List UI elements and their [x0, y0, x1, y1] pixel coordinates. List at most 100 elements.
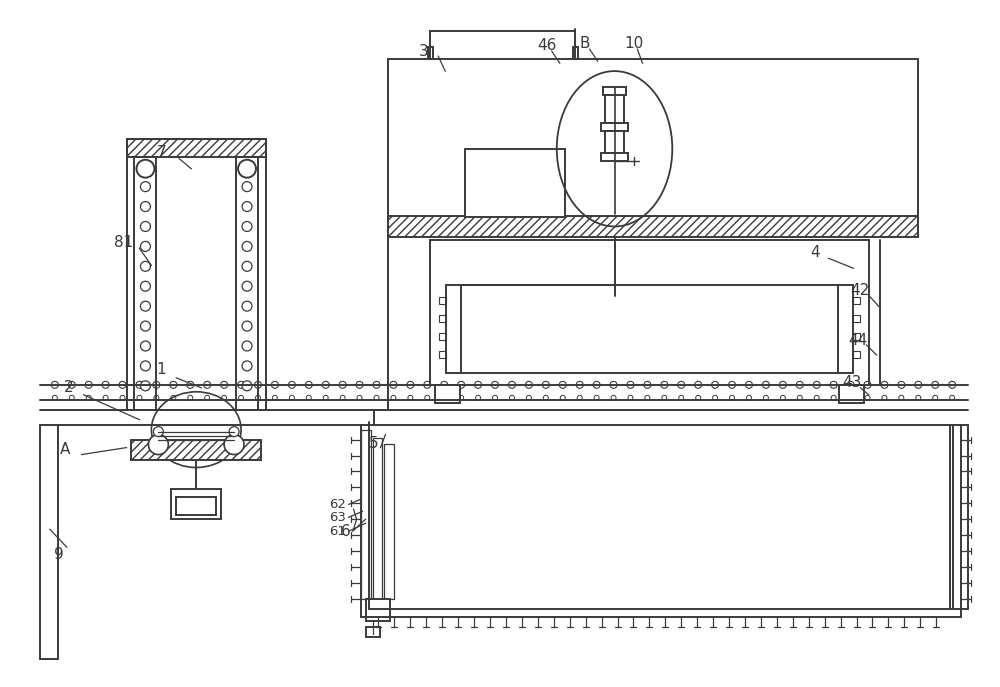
Circle shape — [796, 381, 803, 388]
Circle shape — [224, 435, 244, 455]
Circle shape — [289, 395, 294, 401]
Circle shape — [492, 381, 499, 388]
Circle shape — [69, 395, 74, 401]
Circle shape — [560, 395, 565, 401]
Circle shape — [140, 181, 150, 192]
Circle shape — [391, 395, 396, 401]
Circle shape — [357, 395, 362, 401]
Bar — [361, 429, 371, 599]
Bar — [439, 351, 446, 358]
Circle shape — [140, 381, 150, 391]
Text: 2: 2 — [64, 381, 73, 395]
Circle shape — [593, 381, 600, 388]
Circle shape — [493, 395, 498, 401]
Bar — [439, 297, 446, 304]
Bar — [435, 385, 460, 403]
Text: A: A — [60, 442, 70, 457]
Circle shape — [120, 395, 125, 401]
Circle shape — [242, 201, 252, 212]
Circle shape — [85, 381, 92, 388]
Circle shape — [509, 395, 514, 401]
Circle shape — [628, 395, 633, 401]
Bar — [605, 95, 624, 123]
Bar — [853, 315, 860, 322]
Bar — [601, 153, 628, 161]
Circle shape — [242, 281, 252, 291]
Bar — [236, 157, 258, 409]
Circle shape — [831, 395, 836, 401]
Circle shape — [627, 381, 634, 388]
Circle shape — [932, 381, 939, 388]
Text: 63: 63 — [329, 511, 346, 523]
Bar — [384, 444, 394, 599]
Circle shape — [661, 381, 668, 388]
Bar — [465, 149, 565, 216]
Circle shape — [140, 281, 150, 291]
Circle shape — [543, 395, 548, 401]
Circle shape — [52, 395, 57, 401]
Text: 1: 1 — [156, 363, 166, 377]
Text: 61: 61 — [329, 525, 346, 538]
Circle shape — [847, 381, 854, 388]
Circle shape — [899, 395, 904, 401]
Circle shape — [187, 381, 194, 388]
Circle shape — [813, 381, 820, 388]
Text: 44: 44 — [849, 333, 868, 348]
Bar — [603, 87, 626, 95]
Circle shape — [746, 381, 752, 388]
Circle shape — [140, 321, 150, 331]
Circle shape — [242, 361, 252, 371]
Bar — [446, 285, 853, 373]
Circle shape — [864, 381, 871, 388]
Bar — [853, 297, 860, 304]
Circle shape — [830, 381, 837, 388]
Circle shape — [576, 381, 583, 388]
Circle shape — [475, 381, 482, 388]
Circle shape — [916, 395, 921, 401]
Circle shape — [610, 381, 617, 388]
Circle shape — [140, 261, 150, 271]
Circle shape — [170, 381, 177, 388]
Bar — [853, 351, 860, 358]
Circle shape — [814, 395, 819, 401]
Circle shape — [188, 395, 193, 401]
Circle shape — [136, 381, 143, 388]
Circle shape — [242, 321, 252, 331]
Text: B: B — [580, 36, 590, 51]
Circle shape — [373, 381, 380, 388]
Circle shape — [148, 435, 168, 455]
Circle shape — [898, 381, 905, 388]
Bar — [573, 47, 578, 59]
Circle shape — [137, 395, 142, 401]
Circle shape — [441, 381, 448, 388]
Circle shape — [140, 201, 150, 212]
Circle shape — [645, 395, 650, 401]
Circle shape — [242, 341, 252, 351]
Bar — [373, 438, 382, 599]
Circle shape — [559, 381, 566, 388]
Circle shape — [526, 395, 531, 401]
Text: 5: 5 — [369, 436, 378, 451]
Text: 42: 42 — [851, 283, 870, 297]
Circle shape — [229, 427, 239, 437]
Circle shape — [306, 395, 311, 401]
Circle shape — [696, 395, 701, 401]
Bar — [839, 385, 864, 403]
Circle shape — [136, 160, 154, 178]
Bar — [171, 489, 221, 519]
Text: 10: 10 — [624, 36, 644, 51]
Circle shape — [339, 381, 346, 388]
Circle shape — [425, 395, 430, 401]
Circle shape — [103, 395, 108, 401]
Bar — [176, 497, 216, 515]
Circle shape — [153, 381, 160, 388]
Text: 9: 9 — [54, 547, 64, 562]
Circle shape — [171, 395, 176, 401]
Text: 3: 3 — [418, 44, 428, 58]
Circle shape — [140, 241, 150, 251]
Text: 43: 43 — [843, 375, 862, 390]
Bar — [131, 440, 261, 460]
Circle shape — [476, 395, 481, 401]
Circle shape — [882, 395, 887, 401]
Text: 4: 4 — [811, 245, 820, 260]
